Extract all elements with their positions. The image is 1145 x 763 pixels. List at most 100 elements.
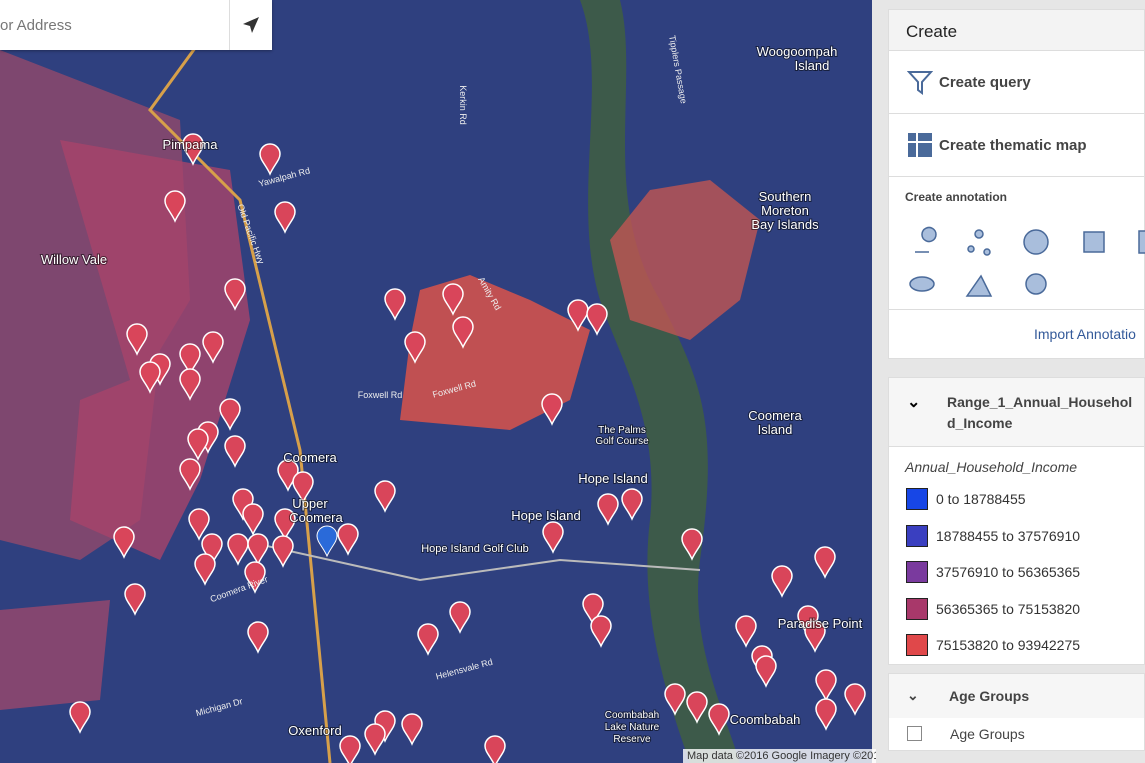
create-query[interactable]: Create query	[889, 51, 1144, 114]
legend-item: 56365365 to 75153820	[889, 591, 1144, 628]
create-title: Create	[889, 10, 1144, 51]
pin[interactable]	[227, 533, 249, 566]
layer-header[interactable]: ⌄ Range_1_Annual_Household_Income	[889, 378, 1144, 447]
pin[interactable]	[708, 703, 730, 736]
pin[interactable]	[664, 683, 686, 716]
pin[interactable]	[247, 621, 269, 654]
pin[interactable]	[179, 343, 201, 376]
pin[interactable]	[401, 713, 423, 746]
pin[interactable]	[124, 583, 146, 616]
place-label: Bay Islands	[751, 217, 819, 232]
pin[interactable]	[194, 553, 216, 586]
pin[interactable]	[179, 368, 201, 401]
pin[interactable]	[442, 283, 464, 316]
pin[interactable]	[202, 331, 224, 364]
annotation-tools[interactable]	[889, 204, 1145, 304]
pin[interactable]	[126, 323, 148, 356]
pin[interactable]	[179, 458, 201, 491]
locate-button[interactable]	[229, 0, 272, 50]
place-label: Reserve	[613, 734, 651, 745]
pin[interactable]	[404, 331, 426, 364]
pin[interactable]	[139, 361, 161, 394]
swatch	[906, 634, 928, 657]
pin[interactable]	[113, 526, 135, 559]
place-label: Moreton	[761, 203, 809, 218]
pin[interactable]	[452, 316, 474, 349]
pin[interactable]	[590, 615, 612, 648]
pin[interactable]	[201, 533, 223, 566]
age-option[interactable]: Age Groups	[889, 718, 1144, 750]
pin[interactable]	[272, 535, 294, 568]
region	[610, 180, 760, 340]
label: Age Groups	[950, 725, 1025, 742]
pin[interactable]	[337, 523, 359, 556]
pin[interactable]	[815, 698, 837, 731]
legend-item: 0 to 18788455	[889, 481, 1144, 518]
legend-label: 37576910 to 56365365	[936, 564, 1081, 581]
pin[interactable]	[771, 565, 793, 598]
pin[interactable]	[582, 593, 604, 626]
legend-label: 56365365 to 75153820	[936, 600, 1081, 617]
pin[interactable]	[224, 278, 246, 311]
chevron: ⌄	[907, 394, 921, 411]
swatch	[906, 561, 928, 584]
create-box: Create Create query Create thematic map …	[888, 9, 1145, 359]
pin[interactable]	[292, 471, 314, 504]
pin[interactable]	[417, 623, 439, 656]
region	[0, 600, 110, 710]
pin[interactable]	[339, 735, 361, 763]
pin[interactable]	[69, 701, 91, 734]
pin[interactable]	[814, 546, 836, 579]
import-link[interactable]: Import Annotatio	[889, 309, 1144, 358]
place-label: Coombabah	[605, 710, 659, 721]
place-label: Island	[758, 422, 793, 437]
pin[interactable]	[681, 528, 703, 561]
pin[interactable]	[384, 288, 406, 321]
pin[interactable]	[541, 393, 563, 426]
pin[interactable]	[815, 669, 837, 702]
pin[interactable]	[542, 521, 564, 554]
pin[interactable]	[274, 508, 296, 541]
place-label: Oxenford	[288, 723, 341, 738]
pin[interactable]	[274, 201, 296, 234]
pin[interactable]	[735, 615, 757, 648]
pin[interactable]	[259, 143, 281, 176]
pin[interactable]	[449, 601, 471, 634]
pin[interactable]	[621, 488, 643, 521]
pin[interactable]	[586, 303, 608, 336]
pin[interactable]	[804, 620, 826, 653]
pin[interactable]	[755, 655, 777, 688]
pin[interactable]	[247, 533, 269, 566]
pin[interactable]	[164, 190, 186, 223]
pin[interactable]	[374, 480, 396, 513]
pin[interactable]	[224, 435, 246, 468]
age-header[interactable]: ⌄ Age Groups	[889, 673, 1144, 718]
pin[interactable]	[242, 503, 264, 536]
pin[interactable]	[187, 428, 209, 461]
pin[interactable]	[597, 493, 619, 526]
place-label: Southern	[759, 189, 812, 204]
pin[interactable]	[188, 508, 210, 541]
map[interactable]: Woogoompah Island Pimpama Willow Vale So…	[0, 0, 872, 763]
legend-label: 0 to 18788455	[936, 491, 1026, 508]
pin[interactable]	[567, 299, 589, 332]
pin[interactable]	[484, 735, 506, 763]
icon	[243, 17, 259, 33]
legend: 0 to 18788455 18788455 to 37576910 3757691…	[889, 481, 1144, 664]
place-label: Coomera	[289, 510, 343, 525]
pin[interactable]	[244, 561, 266, 594]
selected-pin[interactable]	[316, 525, 338, 558]
checkbox[interactable]	[907, 726, 922, 741]
region	[60, 140, 250, 560]
pin[interactable]	[686, 691, 708, 724]
create-thematic[interactable]: Create thematic map	[889, 114, 1144, 177]
place-label: Hope Island	[578, 471, 647, 486]
place-label: The Palms	[598, 425, 646, 436]
pin[interactable]	[364, 723, 386, 756]
road	[239, 539, 701, 582]
pin[interactable]	[844, 683, 866, 716]
pin[interactable]	[219, 398, 241, 431]
pin[interactable]	[182, 133, 204, 166]
search-box[interactable]: or Address	[0, 0, 272, 50]
